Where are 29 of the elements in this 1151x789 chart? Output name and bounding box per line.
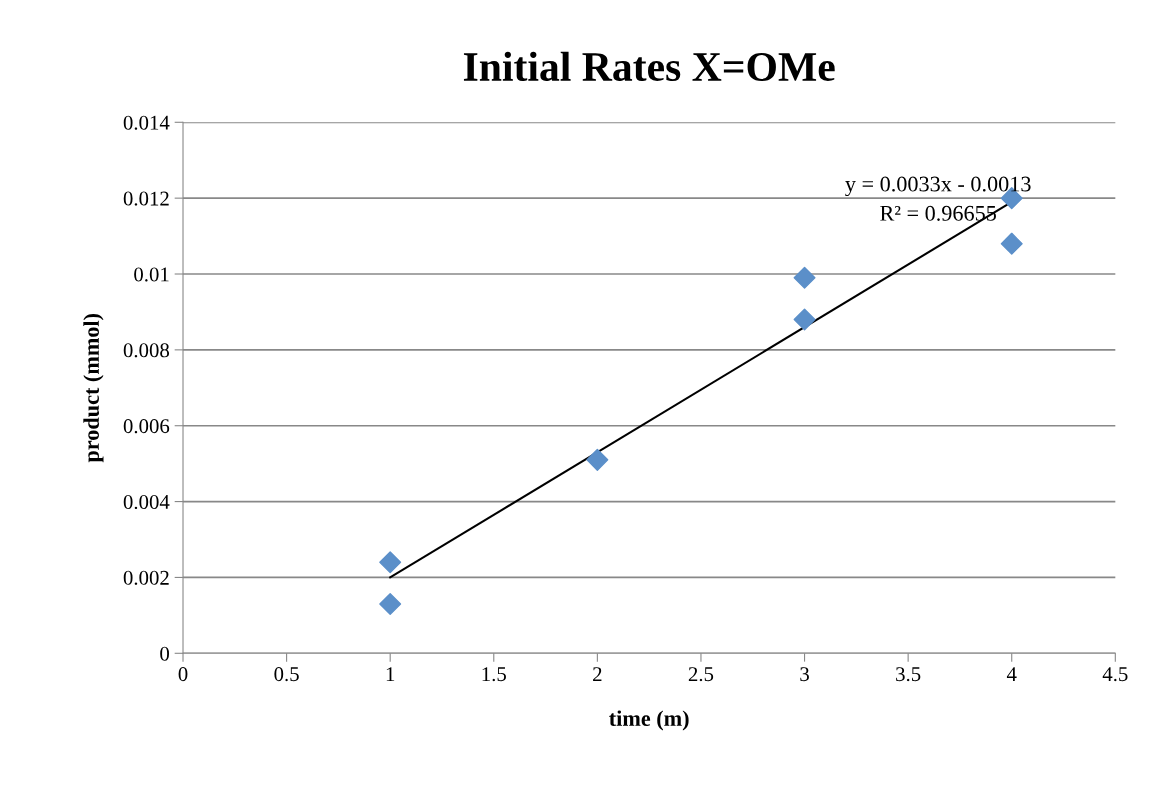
y-tick-label: 0 [160, 646, 170, 661]
point [379, 551, 402, 574]
y-tick-label: 0.008 [123, 343, 170, 358]
y-tick-label: 0.012 [123, 191, 169, 206]
y-tick-label: 0.01 [134, 267, 169, 282]
x-tick-label: 3.5 [896, 667, 921, 682]
x-tick-label: 4.5 [1102, 667, 1128, 682]
x-tick-label: 0 [178, 667, 188, 682]
point [793, 308, 816, 331]
x-tick-label: 3 [800, 667, 809, 682]
point [586, 448, 609, 471]
y-tick-label: 0.004 [123, 494, 170, 510]
point [793, 266, 816, 289]
chart-title: Initial Rates X=OMe [463, 51, 835, 82]
y-tick-label: 0.006 [123, 419, 170, 434]
x-tick-label: 1 [386, 667, 395, 681]
point [379, 592, 402, 615]
x-tick-label: 1.5 [482, 667, 506, 682]
y-axis-title: product (mmol) [83, 313, 104, 463]
x-tick-label: 2 [593, 667, 602, 681]
x-axis-title: time (m) [609, 710, 689, 731]
point [1000, 232, 1023, 255]
y-tick-label: 0.014 [123, 115, 170, 130]
x-tick-label: 0.5 [274, 667, 299, 682]
x-tick-label: 4 [1006, 667, 1017, 681]
y-tick-label: 0.002 [123, 570, 169, 585]
x-tick-label: 2.5 [688, 667, 714, 682]
annotation: R² = 0.96655 [880, 205, 996, 221]
annotation: y = 0.0033x - 0.0013 [845, 176, 1031, 197]
